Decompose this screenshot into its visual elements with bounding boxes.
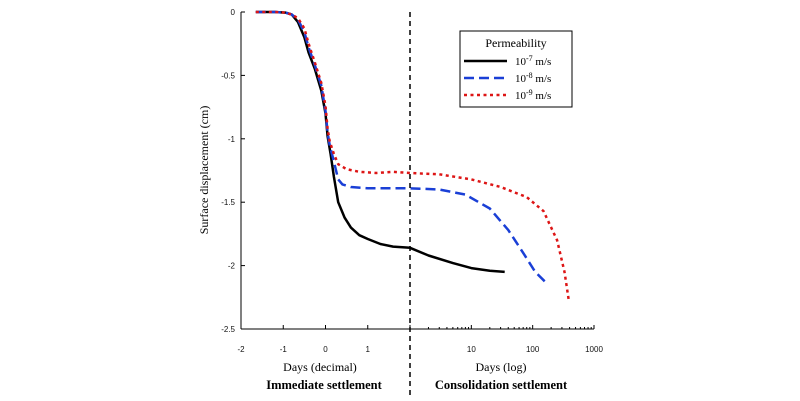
legend-title: Permeability [485,36,546,50]
x-log-tick-label: 10 [467,345,476,354]
region-label-consolidation: Consolidation settlement [435,378,568,392]
y-axis-title: Surface displacement (cm) [197,106,211,235]
axis-ticks: 0 -0.5 -1 -1.5 -2 -2.5 -2 -1 0 1 10 100 1000 [221,8,603,354]
legend-entries: 10-7 m/s 10-8 m/s 10-9 m/s [464,54,551,102]
x-log-tick-label: 1000 [585,345,603,354]
x-axis-title-right: Days (log) [476,360,527,374]
legend: Permeability 10-7 m/s 10-8 m/s 10-9 m/s [459,30,573,108]
legend-label-3: 10-9 m/s [515,88,551,102]
y-tick-label: -1.5 [221,198,235,207]
series-lines [255,10,571,302]
x-tick-label: 1 [366,345,371,354]
series-line-3 [255,10,571,302]
y-tick-label: -2 [228,262,236,271]
y-tick-label: -0.5 [221,71,235,80]
legend-label-1: 10-7 m/s [515,54,551,68]
x-log-tick-label: 100 [526,345,540,354]
x-tick-label: -1 [280,345,288,354]
y-tick-label: 0 [231,8,236,17]
region-label-immediate: Immediate settlement [266,378,382,392]
plot-frame [240,12,594,330]
y-tick-label: -2.5 [221,325,235,334]
legend-label-2: 10-8 m/s [515,71,551,85]
series-line-1 [255,10,505,274]
x-axis-title-left: Days (decimal) [283,360,357,374]
x-tick-label: 0 [323,345,328,354]
y-tick-label: -1 [228,135,236,144]
x-tick-label: -2 [237,345,245,354]
